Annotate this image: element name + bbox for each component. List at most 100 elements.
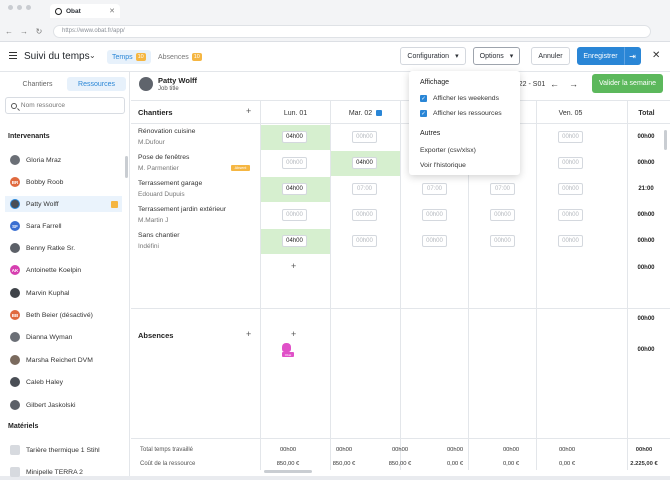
time-input[interactable]: 00h00	[352, 209, 377, 221]
list-item-intervenant[interactable]: Gilbert Jaskolski	[5, 397, 122, 413]
validate-week-button[interactable]: Valider la semaine	[592, 74, 663, 93]
time-input[interactable]: 00h00	[558, 131, 583, 143]
day-header[interactable]: Lun. 01	[260, 101, 330, 125]
time-input[interactable]: 04h00	[282, 131, 307, 143]
chevron-down-icon[interactable]: ⌄	[89, 51, 96, 60]
list-item-intervenant[interactable]: Benny Ratke Sr.	[5, 240, 122, 256]
hamburger-menu-icon[interactable]	[9, 52, 17, 59]
day-header[interactable]: Mar. 02	[330, 101, 400, 125]
time-input[interactable]: 00h00	[490, 209, 515, 221]
table-row[interactable]: Rénovation cuisine M.Dufour	[138, 128, 258, 146]
time-input[interactable]: 07:00	[352, 183, 377, 195]
window-close-dot[interactable]	[8, 5, 13, 10]
table-row[interactable]: Pose de fenêtres M. Parmentier	[138, 154, 258, 172]
footer-total: 00h00	[335, 447, 353, 453]
window-minimize-dot[interactable]	[17, 5, 22, 10]
day-header[interactable]	[400, 101, 468, 125]
time-input[interactable]: 00h00	[422, 235, 447, 247]
section-divider	[131, 308, 670, 309]
time-input[interactable]: 00h00	[422, 209, 447, 221]
page-title[interactable]: Suivi du temps	[24, 51, 90, 62]
cancel-button[interactable]: Annuler	[531, 47, 570, 65]
reload-icon[interactable]: ↻	[35, 26, 43, 36]
obat-logo-icon	[55, 7, 62, 15]
day-checkbox[interactable]	[376, 110, 383, 116]
back-icon[interactable]: ←	[5, 26, 13, 36]
time-input[interactable]: 00h00	[558, 209, 583, 221]
list-item-intervenant[interactable]: Patty Wolff	[5, 196, 122, 212]
tab-ressources[interactable]: Ressources	[67, 77, 126, 91]
previous-week-icon[interactable]: ←	[550, 79, 559, 89]
horizontal-scrollbar[interactable]	[264, 470, 312, 473]
avatar: BB	[10, 310, 20, 320]
time-input[interactable]: 00h00	[558, 235, 583, 247]
show-weekends-option[interactable]: ✓ Afficher les weekends	[420, 95, 499, 102]
time-input[interactable]: 07:00	[490, 183, 515, 195]
time-input[interactable]: 07:00	[422, 183, 447, 195]
table-row[interactable]: Terrassement garage Edouard Dupuis	[138, 180, 258, 198]
history-menu-item[interactable]: Voir l'historique	[420, 162, 466, 169]
time-input[interactable]: 04h00	[282, 235, 307, 247]
materiels-heading: Matériels	[8, 423, 39, 430]
configuration-button[interactable]: Configuration ▾	[400, 47, 466, 65]
export-menu-item[interactable]: Exporter (csv/xlsx)	[420, 147, 476, 154]
intervenant-name: Antoinette Koelpin	[26, 266, 82, 274]
tab-close-icon[interactable]: ✕	[109, 8, 115, 15]
column-divider	[627, 124, 628, 470]
time-input[interactable]: 00h00	[352, 131, 377, 143]
time-input[interactable]: 04h00	[352, 157, 377, 169]
chantier-title: Terrassement jardin extérieur	[138, 206, 227, 213]
avatar: AK	[10, 265, 20, 275]
add-row-icon[interactable]: +	[291, 261, 297, 271]
chantier-title: Rénovation cuisine	[138, 128, 196, 135]
time-input[interactable]: 00h00	[558, 157, 583, 169]
time-input[interactable]: 00h00	[282, 209, 307, 221]
add-chantier-icon[interactable]: +	[246, 106, 252, 116]
close-icon[interactable]: ✕	[652, 50, 661, 61]
list-item-intervenant[interactable]: Marvin Kuphal	[5, 285, 122, 301]
add-absence-cell-icon[interactable]: +	[291, 329, 297, 339]
list-item-intervenant[interactable]: BR Bobby Roob	[5, 174, 122, 190]
time-input[interactable]: 00h00	[490, 235, 515, 247]
time-input[interactable]: 00h00	[352, 235, 377, 247]
intervenant-name: Dianna Wyman	[26, 333, 73, 341]
save-and-exit-icon[interactable]: ⇥	[624, 47, 641, 65]
search-input[interactable]	[20, 102, 119, 109]
footer-cost: 0,00 €	[558, 461, 576, 467]
add-absence-icon[interactable]: +	[246, 329, 252, 339]
show-resources-option[interactable]: ✓ Afficher les ressources	[420, 110, 502, 117]
list-item-intervenant[interactable]: Caleb Haley	[5, 374, 122, 390]
time-input[interactable]: 00h00	[558, 183, 583, 195]
table-row[interactable]: Terrassement jardin extérieur M.Martin J	[138, 206, 258, 224]
list-item-intervenant[interactable]: AK Antoinette Koelpin	[5, 262, 122, 278]
checkbox-checked-icon[interactable]: ✓	[420, 110, 427, 117]
tab-chantiers[interactable]: Chantiers	[22, 80, 53, 88]
list-item-materiel[interactable]: Tarière thermique 1 Stihl	[5, 442, 122, 458]
address-bar[interactable]: https://www.obat.fr/app/	[53, 24, 651, 38]
hand-icon	[282, 343, 291, 352]
list-item-intervenant[interactable]: BB Beth Beier (désactivé)	[5, 307, 122, 323]
checkbox-checked-icon[interactable]: ✓	[420, 95, 427, 102]
options-button[interactable]: Options ▾	[473, 47, 520, 65]
list-item-intervenant[interactable]: SF Sara Farrell	[5, 218, 122, 234]
list-item-materiel[interactable]: Minipelle TERRA 2	[5, 464, 122, 480]
sidebar-scrollbar[interactable]	[125, 156, 128, 178]
window-maximize-dot[interactable]	[26, 5, 31, 10]
save-button[interactable]: Enregistrer	[577, 47, 624, 65]
list-item-intervenant[interactable]: Gloria Mraz	[5, 152, 122, 168]
time-input[interactable]: 00h00	[282, 157, 307, 169]
forward-icon[interactable]: →	[20, 26, 28, 36]
total-worked-label: Total temps travaillé	[140, 447, 194, 453]
list-item-intervenant[interactable]: Marsha Reichert DVM	[5, 352, 122, 368]
tab-absences[interactable]: Absences 10	[153, 50, 207, 64]
tool-icon	[10, 445, 20, 455]
day-header[interactable]: Ven. 05	[536, 101, 604, 125]
vertical-scrollbar[interactable]	[664, 130, 667, 150]
browser-tab[interactable]: Obat ✕	[50, 4, 120, 18]
time-input[interactable]: 04h00	[282, 183, 307, 195]
footer-total: 00h00	[502, 447, 520, 453]
list-item-intervenant[interactable]: Dianna Wyman	[5, 329, 122, 345]
next-week-icon[interactable]: →	[569, 79, 578, 89]
tab-temps[interactable]: Temps 10	[107, 50, 151, 64]
table-row[interactable]: Sans chantier Indéfini	[138, 232, 258, 250]
